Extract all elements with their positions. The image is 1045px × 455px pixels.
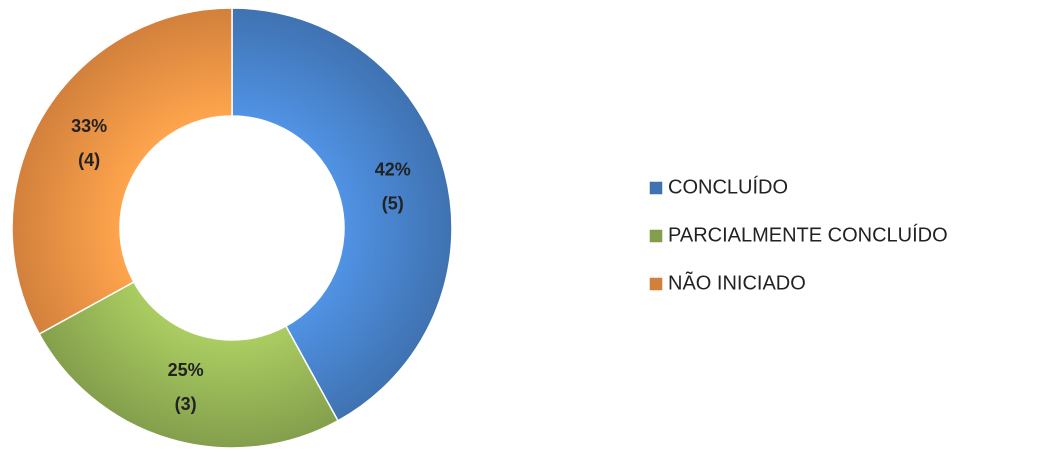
donut-slice: [38, 280, 340, 449]
legend-label: CONCLUÍDO: [668, 175, 788, 198]
donut-slice: [231, 7, 453, 422]
data-label: 25%: [168, 360, 204, 380]
legend-label: NÃO INICIADO: [668, 270, 806, 294]
legend-swatch: [649, 229, 663, 243]
donut-slice: [11, 7, 233, 336]
legend-swatch: [649, 277, 663, 291]
legend-swatch: [649, 181, 663, 195]
legend-label: PARCIALMENTE CONCLUÍDO: [668, 223, 948, 246]
count-label: (4): [78, 150, 100, 170]
count-label: (5): [382, 193, 404, 213]
data-label: 33%: [71, 116, 107, 136]
count-label: (3): [175, 394, 197, 414]
data-label: 42%: [375, 159, 411, 179]
